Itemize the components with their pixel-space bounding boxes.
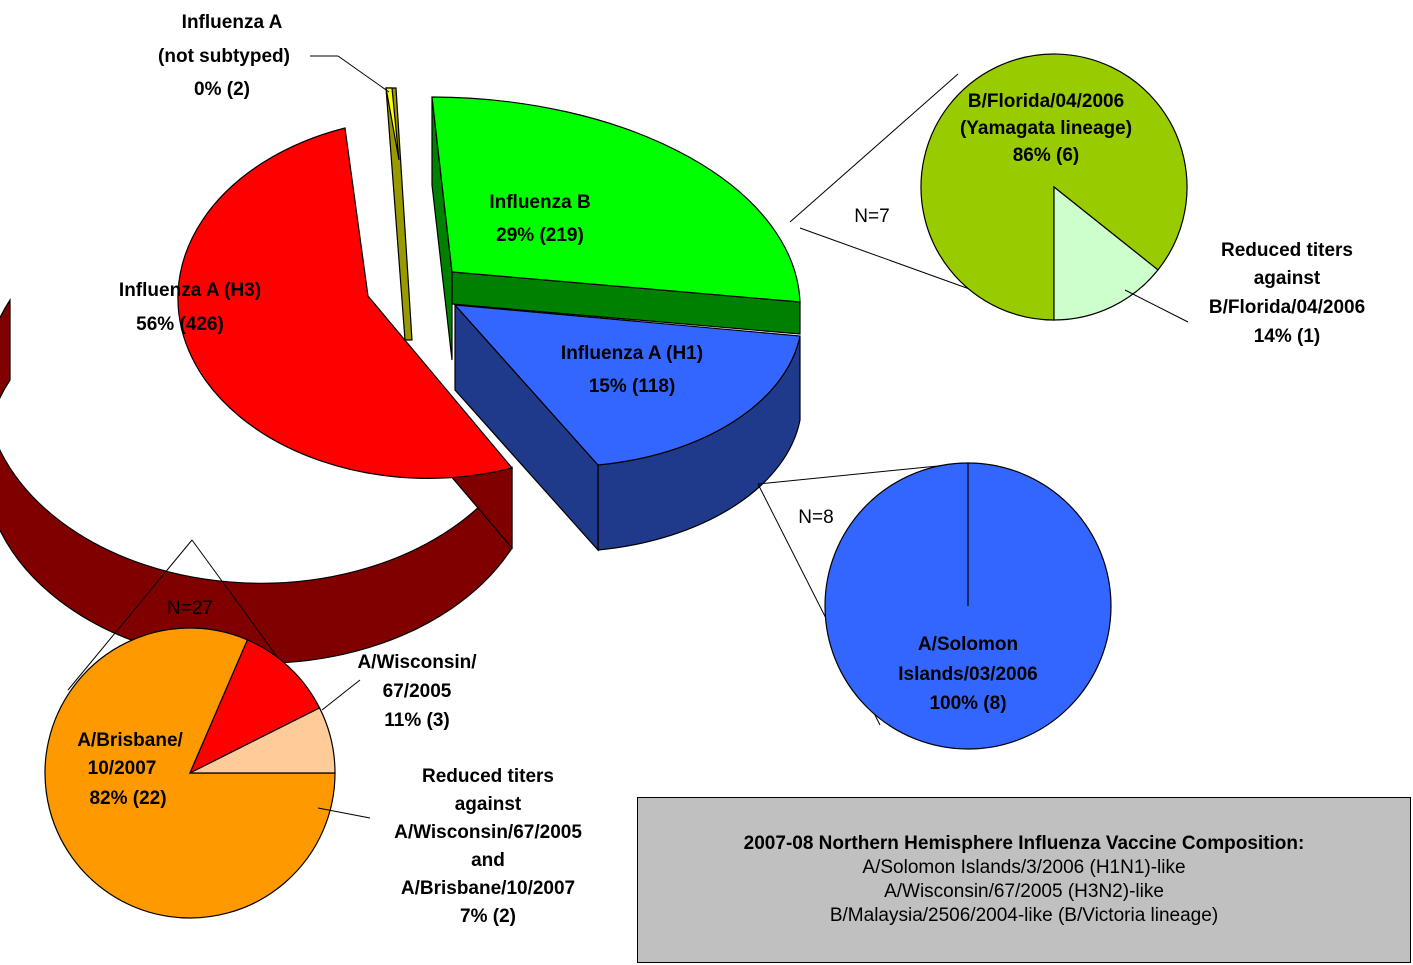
h3-breakdown-slice-1 <box>188 639 321 775</box>
h1-connector-top <box>757 462 969 485</box>
h3-reduced-label-4: and <box>471 850 505 871</box>
not-subtyped-leader-2 <box>337 55 390 93</box>
h3-slice <box>177 127 514 479</box>
not-subtyped-label-3: 0% (2) <box>194 79 250 100</box>
h1-breakdown-pie <box>824 462 1112 750</box>
h1-n-label: N=8 <box>798 507 833 528</box>
h3-label-1: Influenza A (H3) <box>119 280 261 301</box>
b-reduced-label-1: Reduced titers <box>1221 240 1353 261</box>
vaccine-strain-h3n2: A/Wisconsin/67/2005 (H3N2)-like <box>884 881 1164 902</box>
b-reduced-label-3: B/Florida/04/2006 <box>1209 297 1365 318</box>
vaccine-composition-box: 2007-08 Northern Hemisphere Influenza Va… <box>637 797 1411 963</box>
b-n-label: N=7 <box>854 206 889 227</box>
wisconsin-leader <box>321 679 361 711</box>
b-slice <box>431 96 801 303</box>
h3-reduced-label-6: 7% (2) <box>460 906 516 927</box>
b-breakdown-group <box>789 53 1188 321</box>
h3-reduced-label-1: Reduced titers <box>422 766 554 787</box>
h1-slice <box>453 304 801 466</box>
h3-reduced-label-3: A/Wisconsin/67/2005 <box>394 822 582 843</box>
h1-label-1: Influenza A (H1) <box>561 343 703 364</box>
not-subtyped-slice <box>385 87 400 161</box>
h3-breakdown-slice-0 <box>44 627 336 919</box>
solomon-label-2: Islands/03/2006 <box>898 664 1037 685</box>
h3-reduced-label-2: against <box>455 794 522 815</box>
b-florida-label-2: (Yamagata lineage) <box>960 118 1132 139</box>
b-florida-label-1: B/Florida/04/2006 <box>968 91 1124 112</box>
solomon-label-1: A/Solomon <box>918 634 1018 655</box>
h1-breakdown-group <box>757 462 1112 750</box>
b-florida-label-3: 86% (6) <box>1013 145 1080 166</box>
wisconsin-label-1: A/Wisconsin/ <box>357 652 477 673</box>
wisconsin-label-2: 67/2005 <box>383 681 452 702</box>
h3-label-2: 56% (426) <box>136 314 224 335</box>
h3-reduced-label-5: A/Brisbane/10/2007 <box>401 878 575 899</box>
b-reduced-label-4: 14% (1) <box>1254 326 1321 347</box>
brisbane-label-3: 82% (22) <box>89 788 166 809</box>
h3-breakdown-group <box>44 539 336 919</box>
b-label-1: Influenza B <box>489 192 590 213</box>
vaccine-box-title: 2007-08 Northern Hemisphere Influenza Va… <box>743 833 1305 854</box>
not-subtyped-label-1: Influenza A <box>182 12 283 33</box>
b-connector-top <box>789 73 959 223</box>
b-label-2: 29% (219) <box>496 225 584 246</box>
not-subtyped-label-2: (not subtyped) <box>158 46 290 67</box>
h3-connector-left <box>67 539 193 691</box>
h3-n-label: N=27 <box>167 598 213 619</box>
vaccine-strain-b: B/Malaysia/2506/2004-like (B/Victoria li… <box>829 905 1219 926</box>
b-breakdown-pie <box>920 53 1188 321</box>
brisbane-label-2: 10/2007 <box>88 758 157 779</box>
h3-reduced-leader <box>317 807 371 819</box>
not-subtyped-slice-side <box>385 87 413 341</box>
wisconsin-label-3: 11% (3) <box>384 710 449 731</box>
main-pie <box>0 87 801 664</box>
vaccine-strain-h1n1: A/Solomon Islands/3/2006 (H1N1)-like <box>862 857 1186 878</box>
h3-breakdown-pie <box>44 627 336 919</box>
b-reduced-leader <box>1124 289 1189 323</box>
h1-label-2: 15% (118) <box>589 376 676 397</box>
solomon-label-3: 100% (8) <box>929 693 1006 714</box>
b-reduced-label-2: against <box>1254 268 1321 289</box>
b-breakdown-slice-1 <box>1053 185 1159 321</box>
brisbane-label-1: A/Brisbane/ <box>77 730 183 751</box>
h3-breakdown-slice-2 <box>189 707 336 774</box>
